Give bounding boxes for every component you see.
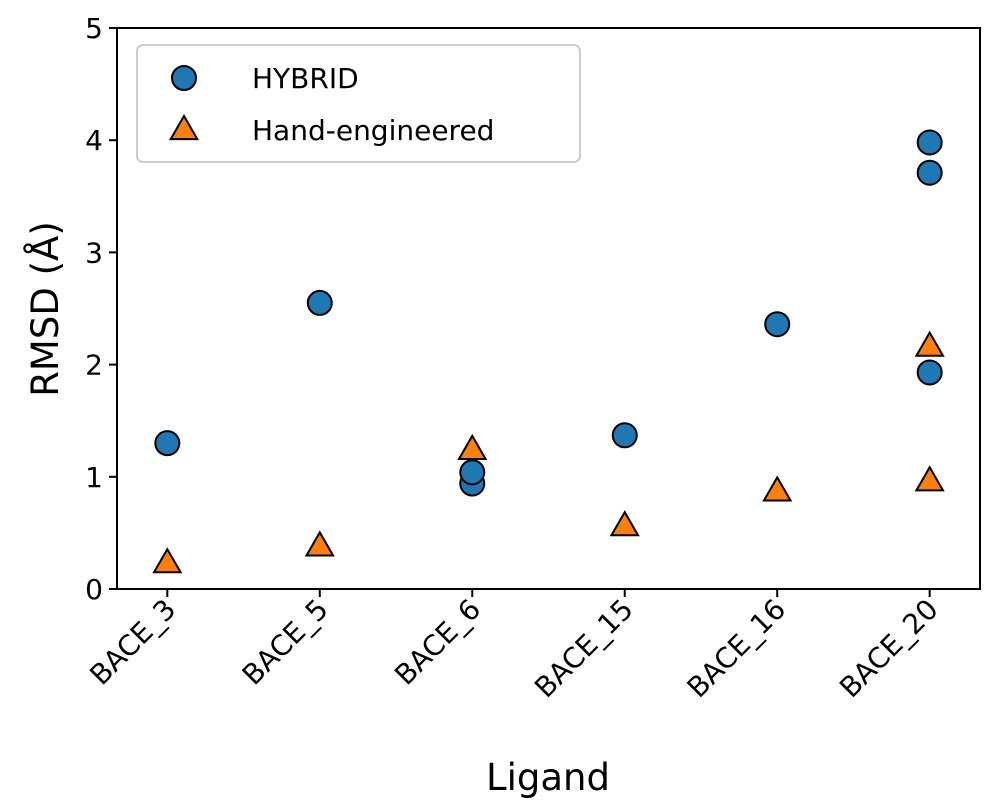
circle-marker [916,129,943,156]
x-tick-label: BACE_20 [833,593,945,705]
circle-marker [916,159,943,186]
x-tick-label: BACE_16 [681,593,793,705]
triangle-marker [304,530,335,557]
circle-marker [916,359,943,386]
triangle-marker [457,433,488,460]
triangle-marker [152,547,183,574]
triangle-marker [168,113,200,141]
x-tick-label: BACE_3 [83,593,182,692]
y-tick-label: 2 [85,349,103,382]
legend-label: Hand-engineered [252,114,494,147]
triangle-marker [914,465,945,492]
legend-label: HYBRID [252,62,359,95]
x-tick-label: BACE_6 [388,593,487,692]
circle-marker [459,459,486,486]
circle-marker [306,289,333,316]
triangle-marker [762,475,793,502]
y-tick-label: 3 [85,236,103,269]
plot-frame [116,27,981,590]
triangle-marker [609,510,640,537]
y-tick-label: 0 [85,573,103,606]
circle-marker [611,422,638,449]
y-axis-label: RMSD (Å) [23,221,67,397]
x-tick-label: BACE_15 [528,593,640,705]
triangle-marker [914,330,945,357]
circle-marker [154,430,181,457]
x-tick-label: BACE_5 [236,593,335,692]
y-tick-label: 4 [85,124,103,157]
y-tick-label: 1 [85,461,103,494]
legend-box [136,44,581,163]
y-tick-label: 5 [85,12,103,45]
circle-marker [171,65,197,91]
circle-marker [764,311,791,338]
x-axis-label: Ligand [486,756,610,799]
legend: HYBRID Hand-engineered [136,44,581,163]
